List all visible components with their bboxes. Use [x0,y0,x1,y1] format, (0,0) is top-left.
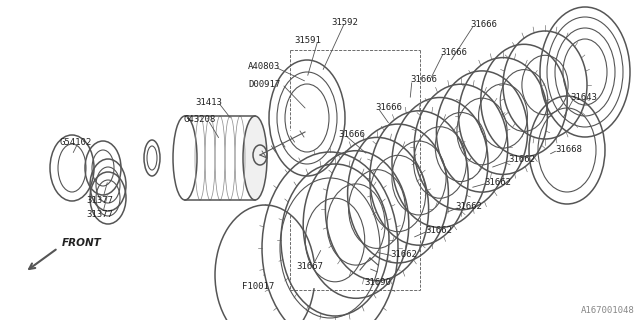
Text: FRONT: FRONT [62,238,102,248]
Text: D00917: D00917 [248,80,280,89]
Text: 31662: 31662 [455,202,482,211]
Ellipse shape [243,116,267,200]
Text: 31666: 31666 [338,130,365,139]
Text: 31413: 31413 [195,98,222,107]
Text: 31377: 31377 [86,210,113,219]
Text: 31592: 31592 [332,18,358,27]
Text: 31662: 31662 [484,178,511,187]
Text: 31662: 31662 [425,226,452,235]
Text: 31667: 31667 [296,262,323,271]
Text: A40803: A40803 [248,62,280,71]
Text: G43208: G43208 [183,115,215,124]
Text: 31668: 31668 [555,145,582,154]
Text: F10017: F10017 [242,282,274,291]
Text: G54102: G54102 [60,138,92,147]
Text: 31591: 31591 [294,36,321,45]
Text: 31666: 31666 [440,48,467,57]
Text: 31377: 31377 [86,196,113,205]
Text: 31662: 31662 [390,250,417,259]
Text: 31666: 31666 [410,75,437,84]
Text: 31666: 31666 [470,20,497,29]
Text: 31690: 31690 [365,278,392,287]
Text: 31643: 31643 [570,93,597,102]
Text: A167001048: A167001048 [581,306,635,315]
Text: 31666: 31666 [375,103,402,112]
Text: 31662: 31662 [508,155,535,164]
